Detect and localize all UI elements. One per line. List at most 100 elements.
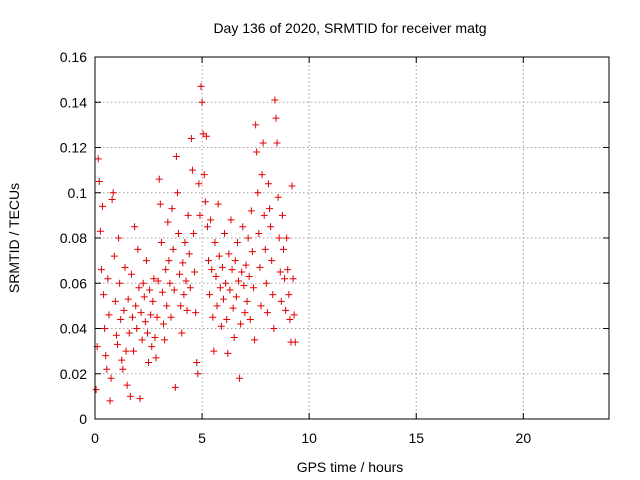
data-point [115, 234, 123, 242]
data-point [217, 322, 225, 330]
data-point [113, 340, 121, 348]
data-point [252, 121, 260, 129]
data-point [183, 306, 191, 314]
data-point [118, 356, 126, 364]
data-point [278, 211, 286, 219]
x-tick-label: 15 [408, 430, 424, 446]
data-point [166, 279, 174, 287]
data-point [117, 315, 125, 323]
data-point [155, 175, 163, 183]
chart-title: Day 136 of 2020, SRMTID for receiver mat… [213, 20, 486, 36]
data-point [143, 329, 151, 337]
data-point [272, 114, 280, 122]
data-point [153, 313, 161, 321]
data-point [215, 252, 223, 260]
data-point [177, 302, 185, 310]
y-tick-label: 0.02 [60, 366, 87, 382]
data-point [165, 257, 173, 265]
data-point [211, 239, 219, 247]
data-point [103, 365, 111, 373]
data-point [257, 302, 265, 310]
data-point [256, 263, 264, 271]
y-axis-label: SRMTID / TECUs [6, 183, 22, 293]
data-point [170, 286, 178, 294]
data-point [95, 177, 103, 185]
data-point [192, 309, 200, 317]
data-point [132, 302, 140, 310]
y-tick-label: 0.1 [68, 185, 88, 201]
data-point [168, 205, 176, 213]
data-point [202, 132, 210, 140]
data-point [245, 272, 253, 280]
data-point [110, 252, 118, 260]
data-point [119, 365, 127, 373]
data-point [125, 329, 133, 337]
data-point [96, 227, 104, 235]
data-point [268, 257, 276, 265]
data-point [218, 263, 226, 271]
data-point [101, 325, 109, 332]
data-point [190, 229, 198, 237]
data-point [158, 288, 166, 296]
data-point [185, 250, 193, 258]
data-point [169, 245, 177, 253]
data-point [228, 266, 236, 274]
data-point [259, 139, 267, 147]
data-point [98, 202, 106, 210]
data-point [247, 207, 255, 215]
data-point [264, 180, 272, 188]
data-point [180, 291, 188, 299]
data-point [94, 155, 102, 163]
data-point [227, 216, 235, 224]
data-point [171, 383, 179, 391]
data-point [271, 96, 279, 104]
data-point [220, 295, 227, 303]
data-point [156, 200, 164, 208]
data-point [161, 336, 169, 344]
data-point [225, 250, 233, 258]
data-point [253, 148, 261, 156]
data-point [154, 277, 162, 285]
data-point [135, 284, 143, 292]
data-point [249, 284, 257, 292]
data-point [242, 261, 250, 269]
data-point [134, 245, 142, 253]
data-point [198, 98, 206, 106]
data-point [224, 349, 232, 357]
data-point [175, 229, 183, 237]
data-point [275, 234, 283, 242]
data-point [112, 331, 120, 339]
data-point [136, 395, 144, 403]
data-point [279, 245, 287, 253]
data-point [121, 263, 129, 271]
data-point [139, 279, 147, 287]
data-point [167, 313, 175, 321]
data-point [246, 315, 254, 323]
data-point [124, 295, 132, 303]
data-point [181, 239, 189, 247]
data-point [187, 134, 195, 142]
data-point [229, 304, 237, 312]
data-point [146, 286, 154, 294]
data-point [274, 193, 282, 201]
data-point [133, 325, 141, 332]
data-point [236, 374, 244, 382]
data-point [145, 358, 153, 366]
data-point [195, 180, 203, 188]
data-point [186, 284, 194, 292]
data-point [193, 358, 201, 366]
data-point [210, 347, 218, 355]
data-point [179, 259, 187, 267]
y-tick-label: 0.12 [60, 140, 87, 156]
data-points [92, 82, 299, 405]
data-point [194, 370, 202, 378]
data-point [222, 279, 230, 287]
data-point [232, 293, 240, 301]
data-point [141, 318, 149, 326]
data-point [258, 171, 266, 179]
data-point [188, 166, 196, 174]
x-axis-label: GPS time / hours [297, 459, 404, 475]
data-point [196, 211, 204, 219]
data-point [160, 320, 168, 328]
data-point [233, 239, 241, 247]
